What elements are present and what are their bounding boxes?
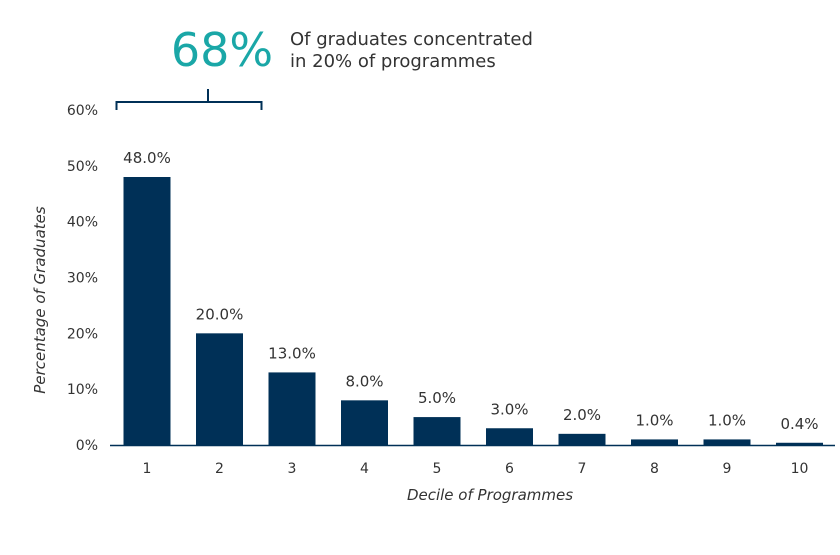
bar [413,417,461,445]
data-labels: 48.0% 20.0% 13.0% 8.0% 5.0% 3.0% 2.0% 1.0% 1.0% 0… [123,149,818,433]
bar [486,428,533,445]
bar [123,177,171,445]
data-label: 0.4% [780,415,818,433]
annotation-text-line1: Of graduates concentrated [290,29,533,50]
x-axis-ticks: 1 2 3 4 5 6 7 8 9 10 [143,461,809,477]
x-tick-label: 1 [143,461,152,477]
data-label: 1.0% [635,411,673,429]
annotation: 68% Of graduates concentrated in 20% of … [115,23,533,110]
bars [123,177,823,445]
x-tick-label: 10 [791,461,809,477]
x-tick-label: 9 [723,461,732,477]
bar [196,333,243,445]
bar [341,400,388,445]
y-tick-label: 0% [76,438,98,454]
x-tick-label: 3 [288,461,297,477]
x-tick-label: 8 [650,461,659,477]
y-tick-label: 50% [67,159,98,175]
bar [268,372,316,445]
data-label: 13.0% [268,344,316,362]
y-axis-title: Percentage of Graduates [31,206,49,394]
x-tick-label: 6 [505,461,514,477]
x-tick-label: 2 [215,461,224,477]
y-tick-label: 60% [67,103,98,119]
data-label: 2.0% [563,406,601,424]
data-label: 3.0% [490,400,528,418]
annotation-bracket [115,89,263,110]
y-tick-label: 30% [67,271,98,287]
x-axis-title: Decile of Programmes [407,486,573,504]
y-tick-label: 40% [67,215,98,231]
y-tick-label: 10% [67,382,98,398]
data-label: 8.0% [345,372,383,390]
data-label: 5.0% [418,389,456,407]
data-label: 20.0% [196,305,244,323]
y-tick-label: 20% [67,326,98,342]
annotation-text-line2: in 20% of programmes [290,51,496,72]
bar [558,433,606,445]
x-tick-label: 4 [360,461,369,477]
annotation-value: 68% [171,23,273,77]
data-label: 1.0% [708,411,746,429]
bar [703,439,751,445]
y-axis-ticks: 0% 10% 20% 30% 40% 50% 60% [67,103,98,454]
bar [631,439,678,445]
bar [776,442,823,445]
x-tick-label: 7 [578,461,587,477]
x-tick-label: 5 [433,461,442,477]
data-label: 48.0% [123,149,171,167]
